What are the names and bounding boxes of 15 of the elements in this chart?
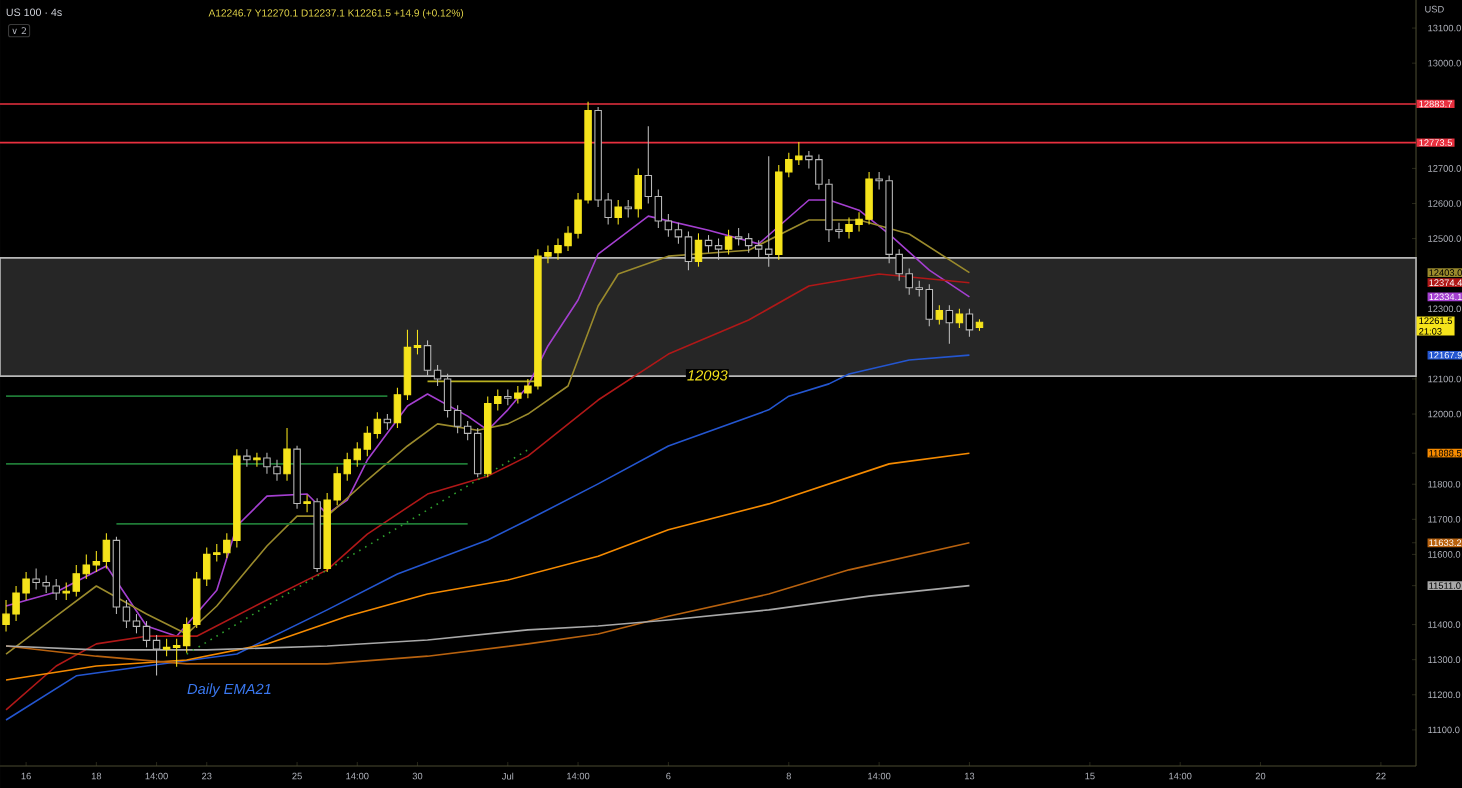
candlestick bbox=[614, 199, 622, 226]
candlestick bbox=[935, 304, 944, 326]
line-series bbox=[5, 584, 971, 651]
candlestick bbox=[253, 452, 261, 468]
candlestick bbox=[965, 308, 974, 338]
candlestick bbox=[955, 308, 964, 329]
candlestick bbox=[283, 427, 291, 482]
candlestick bbox=[945, 304, 954, 345]
candlestick bbox=[724, 229, 733, 255]
candlestick bbox=[694, 232, 703, 268]
candlestick bbox=[243, 448, 251, 468]
candlestick bbox=[634, 167, 643, 219]
line-series bbox=[5, 354, 971, 721]
line-series bbox=[5, 273, 971, 711]
candlestick bbox=[303, 494, 311, 513]
